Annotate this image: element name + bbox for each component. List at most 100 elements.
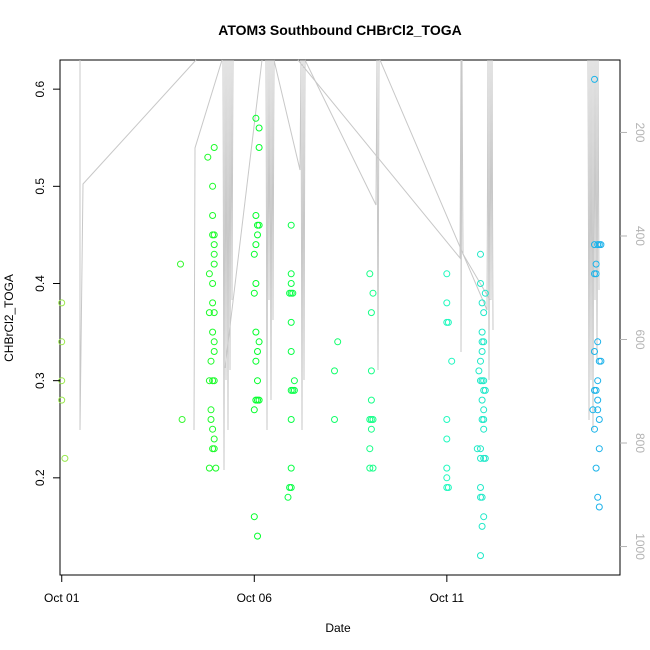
data-point: [255, 221, 263, 229]
data-points: [58, 75, 605, 560]
data-point: [367, 425, 375, 433]
data-point: [473, 445, 481, 453]
data-point: [210, 338, 218, 346]
y2-tick-label: 400: [633, 226, 647, 246]
profile-line: [193, 59, 223, 431]
data-point: [443, 416, 451, 423]
profile-line: [224, 59, 263, 369]
data-point: [284, 493, 292, 501]
data-point: [209, 425, 217, 433]
data-point: [207, 357, 215, 365]
data-point: [254, 532, 261, 540]
y-tick-label: 0.4: [33, 275, 47, 292]
data-point: [480, 309, 488, 317]
data-point: [478, 299, 486, 307]
data-point: [58, 338, 66, 346]
data-point: [594, 493, 602, 501]
data-point: [255, 396, 263, 404]
data-point: [210, 445, 218, 453]
y-tick-label: 0.2: [33, 469, 47, 486]
data-point: [252, 357, 260, 365]
data-point: [252, 328, 260, 336]
data-point: [212, 464, 220, 472]
axes: 0.2 0.3 0.4 0.5 0.6 200 400 600 800 1000 Oct 01 Oct…: [33, 80, 647, 605]
data-point: [287, 280, 295, 287]
profile-line: [79, 59, 197, 431]
data-point: [480, 406, 488, 414]
profile-line: [587, 59, 600, 431]
data-point: [594, 406, 602, 414]
profile-line: [461, 59, 491, 301]
data-point: [480, 377, 488, 385]
data-point: [366, 464, 374, 472]
data-point: [478, 328, 486, 336]
data-point: [595, 445, 603, 453]
data-point: [287, 484, 295, 491]
profile-line: [297, 59, 463, 353]
data-point: [367, 309, 375, 317]
data-point: [210, 260, 218, 268]
data-point: [481, 289, 489, 297]
data-point: [287, 221, 295, 229]
data-point: [250, 289, 258, 297]
data-point: [594, 377, 602, 385]
data-point: [252, 280, 260, 287]
data-point: [595, 416, 603, 423]
data-point: [289, 289, 297, 297]
data-point: [287, 270, 295, 278]
plot-frame: [59, 59, 621, 576]
data-point: [210, 241, 218, 249]
chart-title: ATOM3 Southbound CHBrCl2_TOGA: [218, 22, 461, 38]
data-point: [205, 309, 213, 317]
data-point: [204, 153, 212, 161]
data-point: [443, 474, 451, 482]
data-point: [366, 270, 374, 278]
profile-line: [222, 59, 234, 471]
data-point: [369, 289, 377, 297]
data-point: [597, 357, 605, 365]
data-point: [209, 280, 217, 287]
y-tick-label: 0.5: [33, 178, 47, 195]
data-point: [209, 299, 217, 307]
data-point: [443, 270, 451, 278]
data-point: [331, 367, 338, 375]
data-point: [478, 348, 486, 355]
y2-tick-label: 1000: [633, 533, 647, 560]
data-point: [254, 348, 261, 355]
data-point: [480, 513, 488, 521]
data-point: [592, 464, 600, 472]
data-point: [369, 416, 377, 423]
data-point: [207, 416, 215, 423]
data-point: [334, 338, 342, 346]
data-point: [477, 445, 484, 453]
data-point: [209, 212, 217, 219]
data-point: [591, 75, 598, 83]
data-point: [252, 114, 260, 122]
data-point: [250, 406, 258, 414]
data-point: [255, 124, 263, 132]
data-point: [366, 445, 374, 453]
data-point: [481, 454, 489, 462]
data-point: [287, 318, 295, 326]
data-point: [477, 357, 484, 365]
data-point: [592, 260, 600, 268]
data-point: [287, 348, 295, 355]
data-point: [478, 396, 486, 404]
data-point: [58, 396, 66, 404]
profile-line: [304, 59, 380, 371]
data-point: [209, 182, 217, 190]
data-point: [480, 425, 488, 433]
data-point: [210, 309, 218, 317]
data-point: [595, 503, 603, 511]
data-point: [592, 270, 600, 278]
data-point: [369, 464, 377, 472]
data-point: [475, 367, 483, 375]
data-point: [477, 552, 484, 560]
data-point: [287, 416, 295, 423]
data-point: [210, 250, 218, 258]
data-point: [252, 241, 260, 249]
data-point: [478, 493, 486, 501]
data-point: [205, 270, 213, 278]
data-point: [207, 406, 215, 414]
y-tick-label: 0.6: [33, 80, 47, 97]
